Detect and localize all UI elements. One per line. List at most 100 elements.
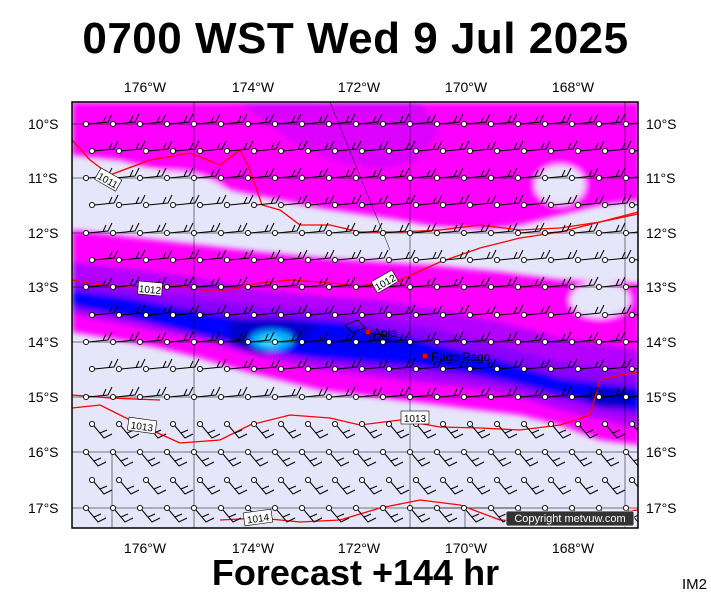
wind-barb-39: [579, 140, 605, 152]
wind-barb-station-170: [136, 338, 144, 346]
wind-barb-station-36: [493, 147, 501, 155]
wind-barb-station-256: [190, 448, 198, 456]
wind-barb-station-10: [352, 120, 360, 128]
wind-barb-station-129: [163, 283, 171, 291]
wind-barb-station-141: [487, 283, 495, 291]
wind-barb-74: [390, 194, 416, 206]
wind-barb-141: [492, 276, 518, 288]
wind-barb-station-152: [223, 311, 231, 319]
wind-barb-station-120: [493, 256, 501, 264]
wind-barb-station-39: [574, 147, 582, 155]
wind-barb-85: [114, 222, 140, 234]
wind-barb-station-310: [514, 504, 522, 512]
wind-barb-303: [330, 509, 350, 523]
wind-barb-197: [309, 358, 335, 370]
wind-barb-station-204: [493, 365, 501, 373]
wind-barb-142: [519, 276, 545, 288]
wind-barb-165: [579, 304, 605, 316]
wind-barb-station-21: [88, 147, 96, 155]
wind-barb-33: [417, 140, 443, 152]
isobar-1013: [72, 371, 638, 444]
wind-barb-257: [222, 453, 242, 467]
wind-barb-station-299: [217, 504, 225, 512]
wind-barb-station-157: [358, 311, 366, 319]
wind-barb-station-223: [433, 393, 441, 401]
wind-barb-station-154: [277, 311, 285, 319]
wind-barb-150: [174, 304, 200, 316]
wind-barb-258: [249, 453, 269, 467]
wind-barb-station-167: [628, 311, 636, 319]
wind-barb-135: [330, 276, 356, 288]
wind-barb-station-55: [433, 174, 441, 182]
wind-barb-124: [606, 249, 632, 261]
wind-barb-station-246: [493, 420, 501, 428]
wind-barb-station-89: [217, 229, 225, 237]
wind-barb-station-189: [88, 365, 96, 373]
wind-barb-station-125: [628, 256, 636, 264]
isobar-label-1012-west: 1012: [138, 284, 162, 297]
lon-label-top-170w: 170°W: [445, 79, 488, 95]
wind-barb-station-124: [601, 256, 609, 264]
wind-barb-86: [141, 222, 167, 234]
wind-barb-245: [471, 425, 491, 439]
wind-barb-station-143: [541, 283, 549, 291]
wind-barb-202: [444, 358, 470, 370]
wind-barb-station-23: [142, 147, 150, 155]
wind-barb-93: [330, 222, 356, 234]
isobar-label-1014: 1014: [246, 512, 270, 526]
wind-barb-166: [606, 304, 632, 316]
wind-barb-station-279: [250, 476, 258, 484]
wind-barb-52: [357, 167, 383, 179]
wind-barb-station-270: [568, 448, 576, 456]
wind-barb-289: [525, 481, 545, 495]
wind-barb-10: [357, 113, 383, 125]
lat-label-right-12s: 12°S: [646, 225, 677, 241]
lat-labels-right: 10°S 11°S 12°S 13°S 14°S 15°S 16°S 17°S: [646, 116, 677, 516]
wind-barb-station-203: [466, 365, 474, 373]
wind-barb-station-108: [169, 256, 177, 264]
wind-barb-station-213: [163, 393, 171, 401]
wind-barb-247: [525, 425, 545, 439]
wind-barb-264: [411, 453, 431, 467]
wind-barb-32: [390, 140, 416, 152]
wind-barb-115: [363, 249, 389, 261]
wind-barb-station-221: [379, 393, 387, 401]
wind-barb-station-68: [223, 201, 231, 209]
savaii-island: [344, 319, 366, 334]
wind-barb-station-145: [595, 283, 603, 291]
wind-barb-287: [471, 481, 491, 495]
wind-barb-196: [282, 358, 308, 370]
wind-barb-110: [228, 249, 254, 261]
wind-barb-103: [600, 222, 626, 234]
wind-barb-station-207: [574, 365, 582, 373]
wind-barb-station-78: [493, 201, 501, 209]
lat-label-right-11s: 11°S: [646, 170, 675, 186]
wind-barb-69: [255, 194, 281, 206]
wind-barb-254: [141, 453, 161, 467]
apia-marker: [364, 328, 372, 336]
wind-barb-275: [147, 481, 167, 495]
wind-barb-174: [249, 331, 275, 343]
image-code: IM2: [681, 576, 707, 593]
wind-barb-75: [417, 194, 443, 206]
wind-barb-84: [87, 222, 113, 234]
wind-barb-54: [411, 167, 437, 179]
wind-barb-231: [93, 425, 113, 439]
wind-barb-station-33: [412, 147, 420, 155]
wind-barb-155: [309, 304, 335, 316]
wind-barb-21: [93, 140, 119, 152]
wind-barb-280: [282, 481, 302, 495]
rain-band-blue: [72, 290, 638, 412]
wind-barb-57: [492, 167, 518, 179]
wind-barb-172: [195, 331, 221, 343]
wind-barb-station-269: [541, 448, 549, 456]
wind-barb-12: [411, 113, 437, 125]
wind-barb-285: [417, 481, 437, 495]
wind-barb-46: [195, 167, 221, 179]
wind-barb-station-195: [250, 365, 258, 373]
wind-barb-station-288: [493, 476, 501, 484]
wind-barb-station-56: [460, 174, 468, 182]
wind-barb-station-175: [271, 338, 279, 346]
wind-barb-282: [336, 481, 356, 495]
wind-barb-94: [357, 222, 383, 234]
